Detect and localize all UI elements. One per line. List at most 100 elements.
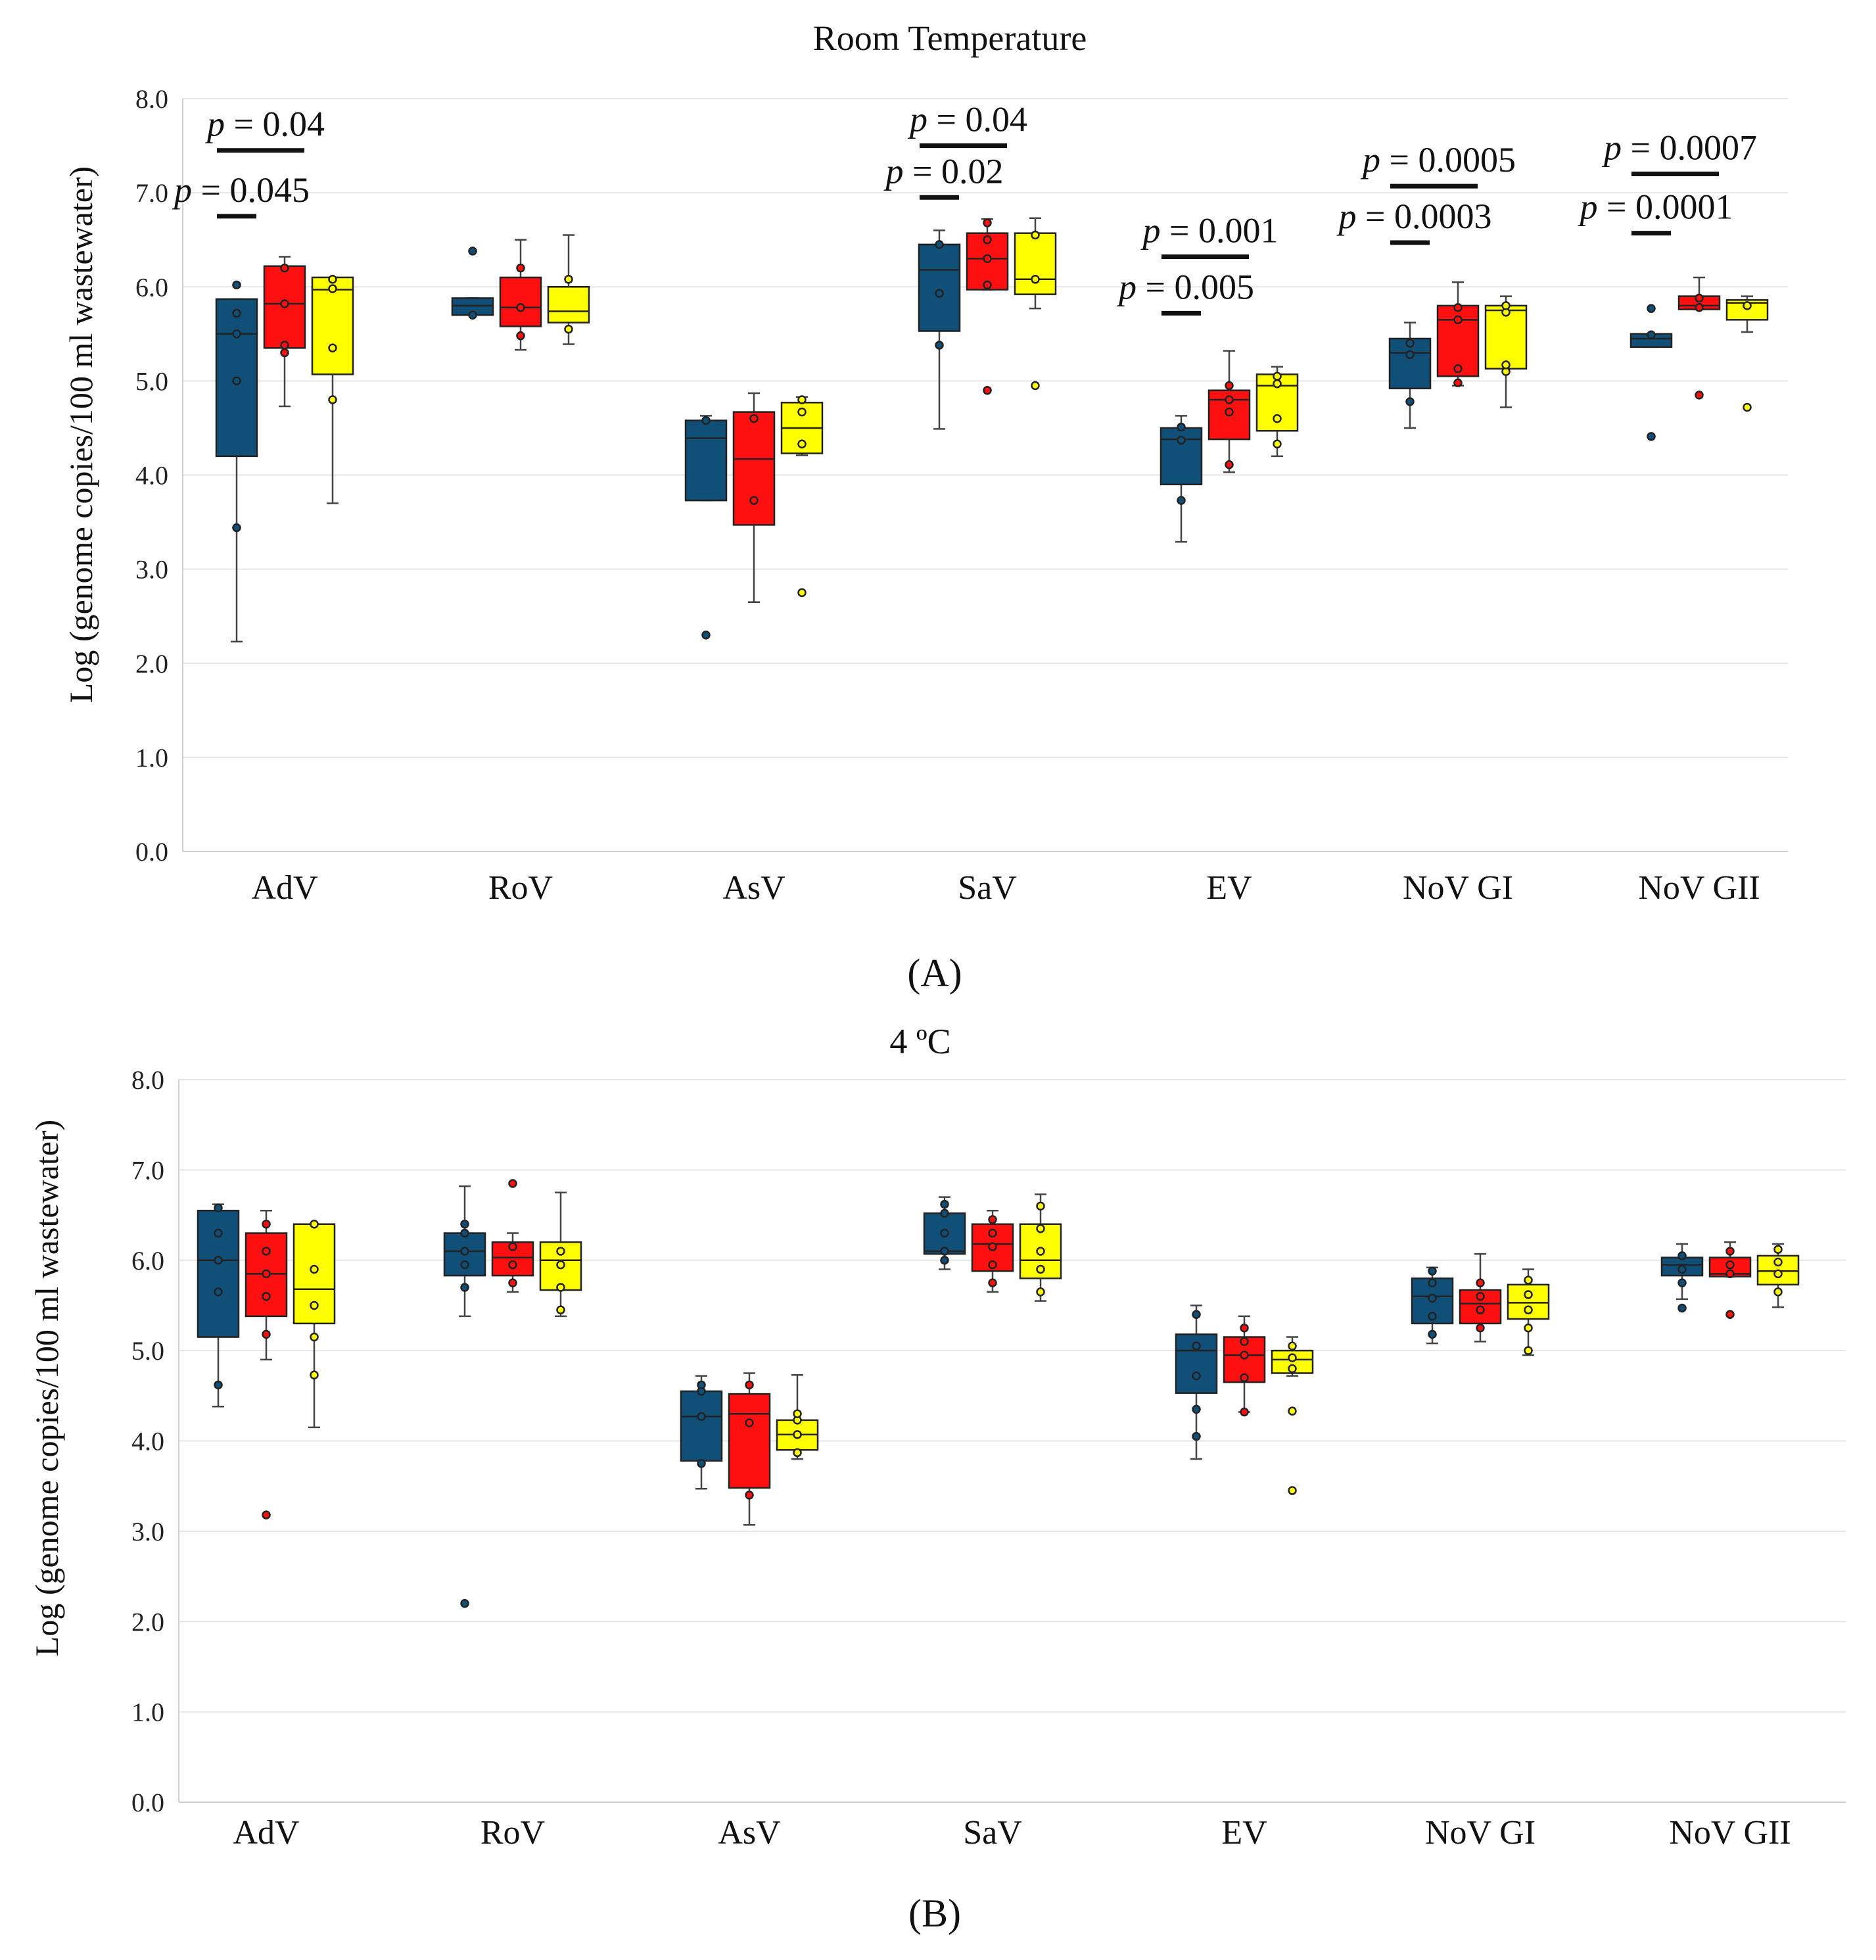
data-point	[1476, 1278, 1485, 1287]
data-point	[460, 1599, 469, 1608]
data-point	[516, 331, 525, 341]
data-point	[1031, 381, 1040, 391]
data-point	[1273, 439, 1282, 449]
data-point	[701, 631, 711, 640]
data-point	[988, 1228, 997, 1238]
data-point	[1647, 432, 1656, 441]
data-point	[988, 1242, 997, 1251]
data-point	[214, 1228, 223, 1238]
data-point	[1192, 1404, 1201, 1414]
data-point	[1677, 1278, 1687, 1287]
x-category-label: EV	[1206, 869, 1252, 907]
data-point	[697, 1412, 706, 1422]
data-point	[214, 1287, 223, 1297]
data-point	[797, 588, 807, 598]
x-category-label: AdV	[251, 869, 317, 907]
y-tick-label: 4.0	[131, 1427, 164, 1456]
data-point	[1225, 381, 1234, 391]
data-point	[1773, 1257, 1783, 1267]
data-point	[1725, 1247, 1735, 1256]
data-point	[328, 275, 337, 284]
data-point	[793, 1409, 802, 1419]
data-point	[1501, 360, 1511, 370]
data-point	[214, 1256, 223, 1265]
y-tick-label: 6.0	[135, 272, 168, 302]
y-tick-label: 8.0	[135, 84, 168, 114]
data-point	[1524, 1324, 1533, 1333]
data-point	[460, 1260, 469, 1270]
data-point	[1428, 1293, 1437, 1303]
box	[728, 1393, 771, 1489]
data-point	[508, 1179, 517, 1188]
data-point	[797, 395, 807, 404]
y-tick-label: 0.0	[135, 837, 168, 867]
p-value-label: p = 0.0003	[1336, 197, 1492, 236]
data-point	[564, 324, 573, 334]
data-point	[232, 280, 241, 290]
data-point	[1453, 302, 1463, 312]
data-point	[1240, 1373, 1249, 1383]
data-point	[328, 284, 337, 293]
data-point	[1288, 1486, 1297, 1495]
data-point	[1524, 1305, 1533, 1315]
data-point	[232, 376, 241, 386]
data-point	[988, 1215, 997, 1224]
p-value-label: p = 0.0001	[1578, 187, 1733, 227]
data-point	[1240, 1407, 1249, 1417]
data-point	[793, 1448, 802, 1458]
p-value-label: p = 0.0007	[1601, 128, 1757, 168]
data-point	[983, 235, 992, 245]
data-point	[310, 1220, 319, 1229]
data-point	[1192, 1310, 1201, 1319]
data-point	[940, 1256, 949, 1265]
data-point	[1288, 1364, 1297, 1374]
data-point	[988, 1278, 997, 1287]
data-point	[1524, 1276, 1533, 1285]
data-point	[214, 1203, 223, 1212]
data-point	[1273, 379, 1282, 389]
data-point	[1036, 1201, 1045, 1211]
data-point	[697, 1380, 706, 1390]
box	[918, 243, 961, 332]
data-point	[1031, 230, 1040, 240]
x-category-label: SaV	[963, 1814, 1022, 1852]
data-point	[1501, 301, 1511, 310]
data-point	[280, 263, 289, 273]
y-tick-label: 4.0	[135, 461, 168, 490]
data-point	[310, 1332, 319, 1342]
data-point	[697, 1459, 706, 1468]
data-point	[1453, 364, 1463, 373]
panel-a-label: (A)	[907, 951, 962, 995]
box	[499, 276, 542, 327]
x-category-label: NoV GII	[1669, 1814, 1791, 1852]
data-point	[1405, 350, 1415, 360]
data-point	[468, 247, 477, 256]
data-point	[1288, 1406, 1297, 1416]
data-point	[1031, 275, 1040, 284]
data-point	[1695, 293, 1704, 303]
data-point	[1192, 1371, 1201, 1381]
data-point	[460, 1228, 469, 1238]
data-point	[310, 1301, 319, 1310]
panel-a: Room Temperature Log (genome copies/100 …	[62, 18, 1788, 995]
data-point	[1647, 304, 1656, 313]
data-point	[1677, 1251, 1687, 1260]
panel-a-plot: 0.0 1.0 2.0 3.0 4.0 5.0 6.0 7.0 8.0 AdV RoV AsV SaV E…	[135, 84, 1788, 907]
y-tick-label: 7.0	[135, 178, 168, 208]
data-point	[940, 1247, 949, 1256]
data-point	[940, 1228, 949, 1238]
x-category-label: NoV GII	[1638, 869, 1760, 907]
data-point	[793, 1430, 802, 1439]
data-point	[1773, 1287, 1783, 1297]
data-point	[1288, 1353, 1297, 1362]
data-point	[1405, 339, 1415, 348]
data-point	[983, 218, 992, 227]
data-point	[1695, 391, 1704, 400]
x-category-label: EV	[1221, 1814, 1267, 1852]
data-point	[564, 275, 573, 284]
data-point	[516, 302, 525, 312]
data-point	[262, 1247, 271, 1256]
data-point	[460, 1283, 469, 1292]
data-point	[797, 439, 807, 449]
